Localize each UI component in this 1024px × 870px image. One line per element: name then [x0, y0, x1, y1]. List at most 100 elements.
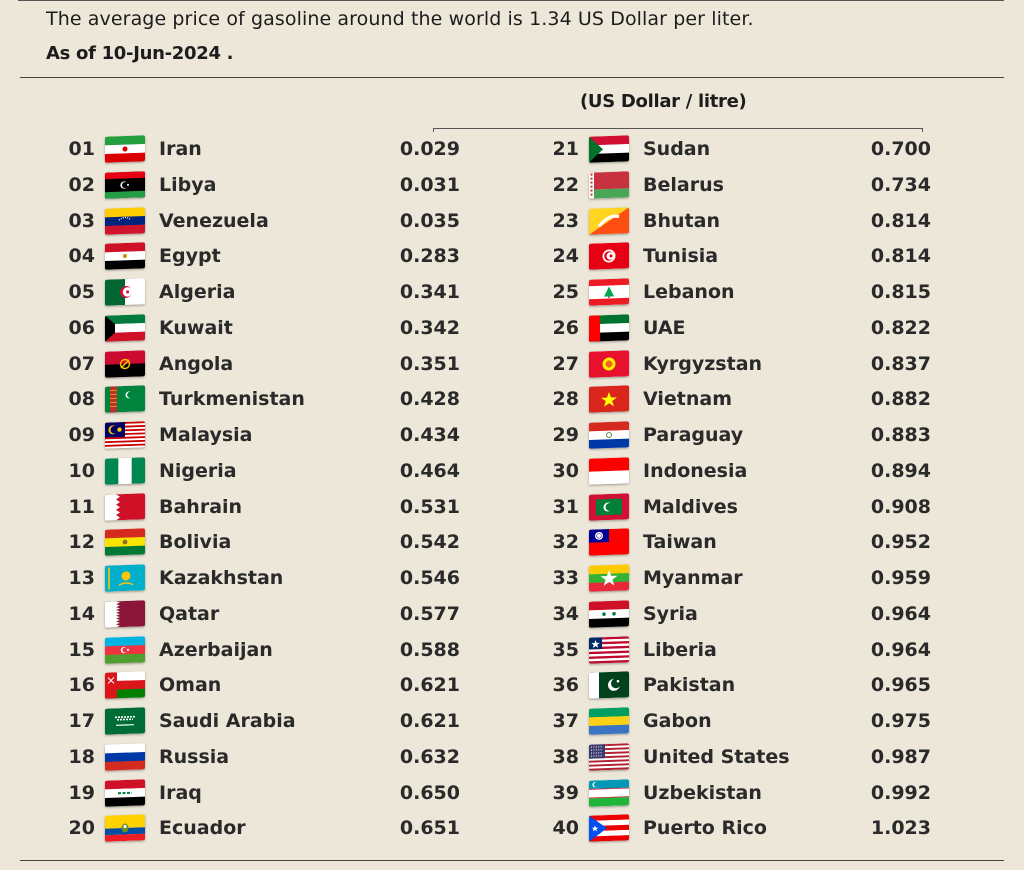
country-cell: Bhutan — [643, 209, 720, 232]
table-row: 04 Egypt 0.283 — [65, 242, 545, 270]
rank-cell: 31 — [552, 495, 579, 518]
price-cell: 0.959 — [870, 567, 931, 589]
price-cell: 0.029 — [399, 138, 460, 160]
rank-cell: 01 — [68, 138, 95, 160]
table-row: 39 Uzbekistan 0.992 — [549, 778, 1024, 807]
price-cell: 0.952 — [870, 531, 931, 554]
table-row: 08 Turkmenistan 0.428 — [65, 385, 545, 413]
price-cell: 0.987 — [870, 745, 931, 768]
country-cell: Ecuador — [159, 817, 246, 840]
price-cell: 0.964 — [870, 602, 931, 625]
rank-cell: 15 — [68, 638, 95, 661]
rank-cell: 18 — [68, 745, 95, 768]
table-row: 01 Iran 0.029 — [65, 135, 545, 163]
rank-cell: 24 — [552, 245, 579, 268]
iraq-flag-icon — [105, 778, 145, 807]
price-cell: 0.621 — [399, 710, 460, 732]
table-row: 30 Indonesia 0.894 — [549, 457, 1024, 485]
rank-cell: 22 — [552, 173, 579, 196]
price-cell: 0.650 — [399, 781, 460, 804]
country-cell: Puerto Rico — [643, 817, 767, 840]
rank-cell: 16 — [68, 674, 95, 697]
price-cell: 0.341 — [399, 281, 460, 303]
country-cell: Maldives — [643, 495, 738, 518]
table-row: 32 Taiwan 0.952 — [549, 528, 1024, 556]
country-cell: Russia — [159, 745, 230, 768]
belarus-flag-icon — [589, 171, 629, 199]
table-row: 38 United States 0.987 — [549, 743, 1024, 771]
price-cell: 0.542 — [399, 531, 460, 554]
uzbekistan-flag-icon — [589, 778, 629, 807]
country-cell: Kyrgyzstan — [643, 352, 763, 375]
iran-flag-icon — [105, 135, 145, 163]
price-cell: 0.577 — [399, 602, 460, 625]
qatar-flag-icon — [105, 600, 145, 628]
country-cell: Iran — [159, 138, 202, 160]
top-divider — [18, 0, 1004, 1]
rank-cell: 19 — [68, 781, 95, 804]
table-row: 09 Malaysia 0.434 — [65, 421, 545, 449]
rank-cell: 05 — [68, 281, 95, 303]
price-cell: 0.837 — [870, 352, 931, 375]
price-cell: 0.621 — [399, 674, 460, 697]
rank-cell: 08 — [68, 388, 95, 411]
country-cell: Kuwait — [159, 316, 233, 339]
country-cell: Kazakhstan — [159, 567, 284, 589]
gabon-flag-icon — [589, 707, 629, 735]
unit-label: (US Dollar / litre) — [580, 91, 747, 112]
table-row: 02 Libya 0.031 — [65, 171, 545, 199]
table-row: 07 Angola 0.351 — [65, 349, 545, 378]
country-cell: Gabon — [643, 710, 712, 732]
malaysia-flag-icon — [105, 421, 145, 449]
country-cell: Lebanon — [643, 281, 735, 303]
country-cell: Saudi Arabia — [159, 710, 296, 732]
price-cell: 0.822 — [870, 316, 931, 339]
russia-flag-icon — [105, 743, 145, 771]
table-row: 25 Lebanon 0.815 — [549, 278, 1024, 306]
country-cell: Bolivia — [159, 531, 232, 554]
venezuela-flag-icon — [105, 206, 145, 235]
ecuador-flag-icon — [105, 814, 145, 842]
date-line: As of 10-Jun-2024 . — [46, 43, 234, 64]
country-cell: Tunisia — [643, 245, 719, 268]
azerbaijan-flag-icon — [105, 635, 145, 664]
syria-flag-icon — [589, 600, 629, 628]
country-cell: Egypt — [159, 245, 221, 268]
rank-cell: 02 — [68, 173, 95, 196]
price-cell: 0.351 — [399, 352, 460, 375]
united-states-flag-icon — [589, 743, 629, 771]
rank-cell: 12 — [68, 531, 95, 554]
price-cell: 0.632 — [399, 745, 460, 768]
bahrain-flag-icon — [105, 492, 145, 521]
price-cell: 0.700 — [870, 138, 931, 160]
country-cell: Indonesia — [643, 459, 748, 482]
table-row: 26 UAE 0.822 — [549, 314, 1024, 342]
vietnam-flag-icon — [589, 385, 629, 413]
rank-cell: 20 — [68, 817, 95, 840]
table-row: 17 Saudi Arabia 0.621 — [65, 707, 545, 735]
price-cell: 0.588 — [399, 638, 460, 661]
indonesia-flag-icon — [589, 457, 629, 485]
country-cell: Nigeria — [159, 459, 237, 482]
rank-cell: 27 — [552, 352, 579, 375]
country-cell: Vietnam — [643, 388, 732, 411]
rank-cell: 36 — [552, 674, 579, 697]
table-row: 12 Bolivia 0.542 — [65, 528, 545, 556]
price-cell: 0.964 — [870, 638, 931, 661]
price-cell: 0.734 — [870, 173, 931, 196]
table-row: 15 Azerbaijan 0.588 — [65, 635, 545, 664]
price-cell: 0.908 — [870, 495, 931, 518]
price-cell: 0.546 — [399, 567, 460, 589]
table-row: 10 Nigeria 0.464 — [65, 457, 545, 485]
price-cell: 0.031 — [399, 173, 460, 196]
algeria-flag-icon — [105, 278, 145, 306]
angola-flag-icon — [105, 349, 145, 378]
price-cell: 0.965 — [870, 674, 931, 697]
egypt-flag-icon — [105, 242, 145, 270]
rank-cell: 39 — [552, 781, 579, 804]
table-row: 36 Pakistan 0.965 — [549, 671, 1024, 699]
country-cell: Myanmar — [643, 567, 743, 589]
price-cell: 0.428 — [399, 388, 460, 411]
table-row: 23 Bhutan 0.814 — [549, 206, 1024, 235]
rank-cell: 23 — [552, 209, 579, 232]
